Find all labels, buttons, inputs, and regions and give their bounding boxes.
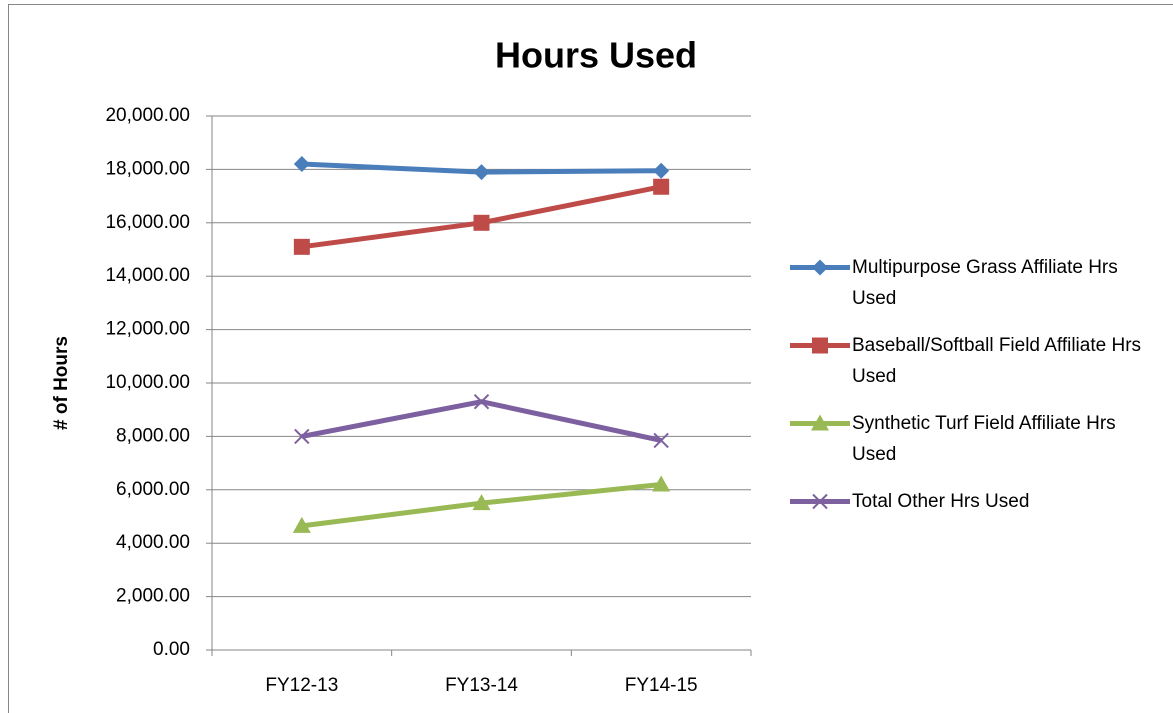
y-axis-label: # of Hours xyxy=(51,336,72,430)
legend-label: Multipurpose Grass Affiliate Hrs Used xyxy=(852,257,1118,309)
legend-icon xyxy=(790,337,850,354)
x-tick-label: FY13-14 xyxy=(445,675,518,696)
marker xyxy=(473,214,490,231)
y-tick-label: 20,000.00 xyxy=(105,105,190,126)
legend-icon xyxy=(790,259,850,276)
legend-label: Baseball/Softball Field Affiliate Hrs Us… xyxy=(852,335,1142,387)
marker xyxy=(652,475,671,492)
marker xyxy=(653,178,670,195)
y-tick-label: 14,000.00 xyxy=(105,265,190,286)
legend-icon xyxy=(790,414,850,431)
marker xyxy=(653,432,669,449)
y-tick-label: 12,000.00 xyxy=(105,319,190,340)
legend-item: Multipurpose Grass Affiliate Hrs Used xyxy=(790,252,1152,314)
marker xyxy=(294,428,310,445)
y-tick-label: 2,000.00 xyxy=(116,586,190,607)
marker xyxy=(473,164,490,181)
y-tick-label: 0.00 xyxy=(153,639,190,660)
marker xyxy=(472,494,491,511)
marker xyxy=(812,259,828,276)
marker xyxy=(812,493,828,510)
legend-item: Total Other Hrs Used xyxy=(790,486,1152,517)
y-tick-label: 6,000.00 xyxy=(116,479,190,500)
marker xyxy=(293,238,310,255)
marker xyxy=(292,516,311,533)
y-tick-label: 8,000.00 xyxy=(116,425,190,446)
chart-frame xyxy=(8,4,1173,713)
legend-item: Baseball/Softball Field Affiliate Hrs Us… xyxy=(790,330,1152,392)
marker xyxy=(812,337,828,354)
x-tick-label: FY12-13 xyxy=(265,675,338,696)
legend: Multipurpose Grass Affiliate Hrs Used Bas… xyxy=(790,252,1152,517)
legend-label: Total Other Hrs Used xyxy=(852,491,1030,512)
legend-label: Synthetic Turf Field Affiliate Hrs Used xyxy=(852,413,1116,465)
marker xyxy=(293,156,310,173)
y-tick-label: 4,000.00 xyxy=(116,532,190,553)
x-tick-label: FY14-15 xyxy=(625,675,698,696)
marker xyxy=(473,393,490,410)
marker xyxy=(811,414,829,431)
legend-icon xyxy=(790,493,850,510)
y-tick-label: 18,000.00 xyxy=(105,158,190,179)
series-line xyxy=(301,399,662,443)
y-tick-label: 10,000.00 xyxy=(105,372,190,393)
y-tick-label: 16,000.00 xyxy=(105,212,190,233)
legend-item: Synthetic Turf Field Affiliate Hrs Used xyxy=(790,408,1152,470)
chart-title: Hours Used xyxy=(495,35,697,76)
marker xyxy=(653,162,670,179)
